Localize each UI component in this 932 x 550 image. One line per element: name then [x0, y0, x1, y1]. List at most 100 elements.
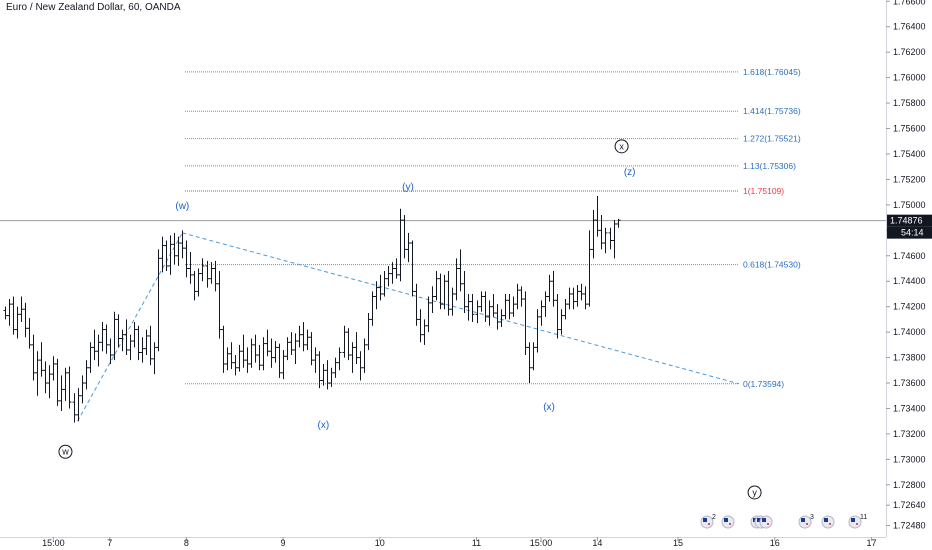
ohlc-bar [599, 215, 604, 250]
ohlc-bar [176, 236, 181, 266]
ohlc-bar [616, 218, 621, 228]
ohlc-bar [535, 309, 540, 353]
ohlc-bar [217, 271, 222, 339]
ohlc-bar [370, 291, 375, 326]
ohlc-bar [547, 274, 552, 302]
ohlc-bar [483, 291, 488, 322]
x-tick-label: 15:00 [530, 538, 553, 548]
ohlc-bar [374, 281, 379, 310]
ohlc-bar [329, 367, 334, 387]
ohlc-bar [59, 375, 64, 412]
ohlc-bar [289, 332, 294, 356]
ohlc-bar [603, 227, 608, 254]
flag-canton-icon [762, 518, 766, 522]
ohlc-bar [297, 325, 302, 348]
trendline-w [77, 232, 183, 422]
ohlc-bar [35, 351, 40, 396]
y-tick-label: 1.74600 [893, 251, 926, 261]
ohlc-bar [108, 338, 113, 364]
ohlc-bar [410, 240, 415, 297]
ohlc-bar [76, 388, 81, 422]
ohlc-bar [495, 304, 500, 330]
ohlc-bar [362, 338, 367, 373]
wave-circle [58, 444, 73, 459]
ohlc-bar [164, 240, 169, 272]
ohlc-bar [152, 342, 157, 375]
price-tag-label: 1.74876 [890, 216, 923, 226]
flag-star-icon [829, 523, 831, 525]
x-tick-label: 15 [673, 538, 683, 548]
ohlc-bar [346, 328, 351, 361]
ohlc-bar [442, 274, 447, 310]
y-tick-label: 1.73400 [893, 403, 926, 413]
y-tick-label: 1.73200 [893, 429, 926, 439]
ohlc-bar [458, 249, 463, 292]
ohlc-bar [39, 342, 44, 377]
ohlc-bar [237, 344, 242, 372]
ohlc-bar [406, 232, 411, 263]
ohlc-bar [333, 357, 338, 378]
x-tick-label: 16 [770, 538, 780, 548]
flag-star-icon [729, 523, 731, 525]
ohlc-bar [116, 314, 121, 348]
countdown-tag-bg [887, 226, 932, 239]
ohlc-bar [418, 309, 423, 343]
ohlc-bar [7, 299, 12, 326]
ohlc-bar [257, 344, 262, 371]
ohlc-bar [72, 393, 77, 423]
ohlc-bar [479, 291, 484, 312]
flag-star-icon [806, 523, 808, 525]
ohlc-bar [515, 283, 520, 310]
ohlc-bar [503, 293, 508, 320]
ohlc-bar [539, 300, 544, 326]
ohlc-bar [358, 351, 363, 381]
wave-trendlines [0, 220, 886, 422]
wave-label: (y) [402, 182, 414, 193]
ohlc-bar [583, 286, 588, 310]
wave-circle [614, 139, 629, 154]
ohlc-bar [205, 260, 210, 288]
ohlc-bar [470, 293, 475, 322]
flag-canton-icon [757, 518, 761, 522]
ohlc-bar [321, 363, 326, 386]
ohlc-bar [277, 343, 282, 378]
y-tick-label: 1.76000 [893, 73, 926, 83]
event-badges[interactable]: 2 3 11 [700, 514, 867, 529]
event-count: 11 [860, 514, 867, 521]
ohlc-bar [3, 306, 8, 320]
ohlc-bar [148, 325, 153, 366]
ohlc-bar [491, 293, 496, 317]
ohlc-bar [88, 342, 93, 373]
ohlc-bar [466, 293, 471, 321]
flag-canton-icon [724, 518, 728, 522]
ohlc-bar [563, 299, 568, 320]
wave-label: (w) [175, 201, 189, 212]
ohlc-bar [253, 334, 258, 363]
x-tick-label: 8 [184, 538, 189, 548]
wave-label: w [61, 447, 69, 457]
ohlc-bar [608, 227, 613, 250]
ohlc-bar [567, 287, 572, 310]
x-tick-label: 17 [866, 538, 876, 548]
ohlc-bar [454, 258, 459, 301]
y-tick-label: 1.74400 [893, 276, 926, 286]
x-tick-label: 10 [375, 538, 385, 548]
ohlc-bar [55, 358, 60, 406]
ohlc-bar [209, 262, 214, 284]
ohlc-bar [523, 291, 528, 356]
ohlc-bar [579, 283, 584, 301]
ohlc-bar [519, 286, 524, 307]
ohlc-bar [23, 302, 28, 338]
y-tick-label: 1.73600 [893, 378, 926, 388]
ohlc-bar [261, 337, 266, 371]
ohlc-bar [386, 265, 391, 287]
fib-level-label: 1.414(1.75736) [743, 106, 801, 116]
ohlc-bar [394, 258, 399, 279]
ohlc-bar [180, 230, 185, 259]
flag-canton-icon [851, 518, 855, 522]
ohlc-bar [555, 293, 560, 339]
ohlc-bar [144, 329, 149, 356]
trendline-projection [182, 232, 740, 385]
